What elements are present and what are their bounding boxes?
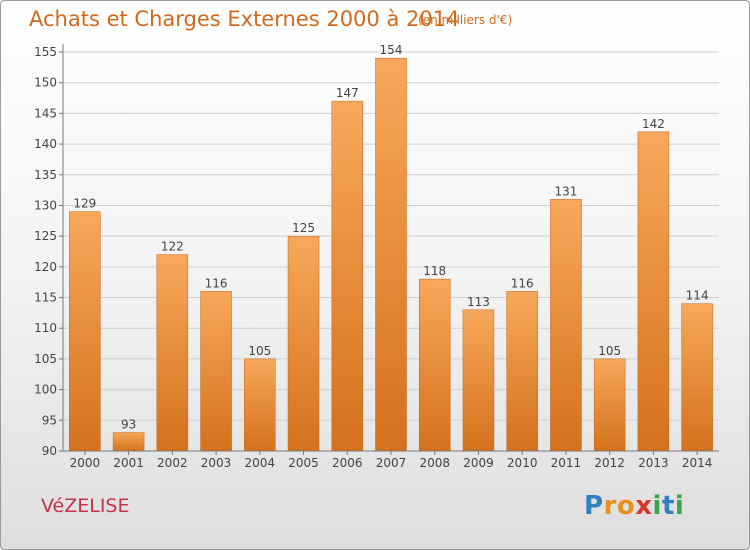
- logo-letter: t: [661, 491, 675, 521]
- logo-letter: r: [603, 491, 617, 521]
- y-tick-label: 155: [34, 45, 57, 59]
- bar-2005: [287, 235, 320, 452]
- logo-letter: i: [652, 491, 662, 521]
- y-tick-label: 145: [34, 106, 57, 120]
- x-tick-label: 2002: [157, 456, 188, 470]
- bar-2004: [244, 358, 276, 452]
- x-tick-label: 2008: [419, 456, 450, 470]
- x-tick-label: 2013: [638, 456, 669, 470]
- x-tick-label: 2014: [682, 456, 713, 470]
- data-label: 114: [686, 289, 709, 303]
- y-tick-label: 115: [34, 291, 57, 305]
- bar-2013: [637, 131, 670, 452]
- x-tick-label: 2009: [463, 456, 494, 470]
- x-tick-label: 2006: [332, 456, 363, 470]
- data-label: 113: [467, 295, 490, 309]
- data-label: 93: [121, 418, 136, 432]
- bar-2008: [418, 278, 451, 452]
- y-tick-label: 110: [34, 321, 57, 335]
- commune-name: VéZELISE: [41, 495, 130, 517]
- data-label: 142: [642, 117, 665, 131]
- bar-2011: [550, 199, 582, 452]
- data-label: 116: [205, 276, 228, 290]
- y-tick-label: 150: [34, 76, 57, 90]
- x-tick-label: 2001: [113, 456, 144, 470]
- logo-letter: o: [616, 491, 636, 521]
- x-tick-label: 2007: [376, 456, 407, 470]
- bar-2001: [112, 432, 145, 452]
- bar-2012: [593, 358, 626, 452]
- logo-letter: x: [635, 491, 653, 521]
- data-label: 154: [380, 43, 403, 57]
- bar-2000: [69, 211, 101, 452]
- x-tick-label: 2000: [70, 456, 101, 470]
- x-tick-label: 2011: [551, 456, 582, 470]
- data-label: 122: [161, 240, 184, 254]
- y-tick-label: 105: [34, 352, 57, 366]
- data-label: 105: [248, 344, 271, 358]
- y-tick-label: 130: [34, 198, 57, 212]
- bar-2002: [156, 254, 189, 452]
- y-tick-label: 140: [34, 137, 57, 151]
- bar-2009: [462, 309, 495, 452]
- data-label: 147: [336, 86, 359, 100]
- data-label: 125: [292, 221, 315, 235]
- bar-2003: [200, 291, 232, 452]
- logo-letter: P: [584, 491, 604, 521]
- bar-2006: [331, 100, 364, 452]
- proxiti-logo: Proxiti: [584, 491, 684, 521]
- x-tick-label: 2012: [594, 456, 625, 470]
- x-tick-label: 2004: [245, 456, 276, 470]
- x-tick-label: 2010: [507, 456, 538, 470]
- bar-2007: [375, 57, 407, 452]
- data-label: 131: [554, 184, 577, 198]
- chart-subtitle: (en milliers d'€): [418, 13, 513, 27]
- x-tick-label: 2003: [201, 456, 232, 470]
- x-tick-label: 2005: [288, 456, 319, 470]
- y-tick-label: 125: [34, 229, 57, 243]
- y-tick-label: 100: [34, 383, 57, 397]
- y-tick-label: 90: [42, 444, 57, 458]
- y-tick-label: 135: [34, 168, 57, 182]
- data-label: 129: [73, 197, 96, 211]
- data-label: 105: [598, 344, 621, 358]
- chart-title: Achats et Charges Externes 2000 à 2014: [29, 7, 460, 31]
- y-tick-label: 120: [34, 260, 57, 274]
- data-label: 116: [511, 276, 534, 290]
- data-label: 118: [423, 264, 446, 278]
- logo-letter: i: [674, 491, 685, 521]
- bar-2014: [681, 303, 713, 452]
- y-tick-label: 95: [42, 413, 57, 427]
- bar-2010: [506, 291, 538, 452]
